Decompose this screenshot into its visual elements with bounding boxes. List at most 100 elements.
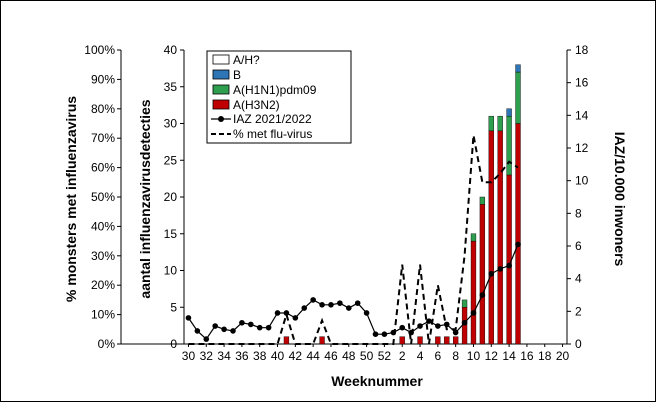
y-tick-label-left-inner: 30 [164,117,178,131]
bar-segment [417,336,423,345]
x-tick-label: 44 [306,349,320,363]
iaz-point [301,305,308,311]
x-tick-label: 30 [182,349,196,363]
y-tick-label-left-outer: 40% [91,219,115,233]
iaz-point [381,331,388,338]
iaz-point [283,310,290,316]
y-tick-label-left-outer: 20% [91,278,115,292]
iaz-point [461,319,468,326]
y-tick-label-left-outer: 70% [91,131,115,145]
y-tick-label-left-outer: 80% [91,102,115,116]
iaz-point [390,329,397,336]
bars-group [283,64,521,345]
y-tick-label-left-outer: 0% [98,337,116,351]
y-tick-label-right: 0 [575,337,582,351]
y-tick-label-left-inner: 0 [170,337,177,351]
y-tick-label-right: 10 [575,174,589,188]
iaz-point [452,329,459,336]
y-tick-label-left-inner: 15 [164,227,178,241]
x-tick-label: 2 [399,349,406,363]
x-tick-label: 18 [538,349,552,363]
y-tick-label-right: 6 [575,239,582,253]
iaz-point [345,305,352,311]
bar-segment [488,130,494,345]
bar-segment [470,240,477,345]
y-tick-label-left-inner: 10 [164,264,178,278]
legend-swatch-h3n2 [212,99,230,110]
legend-swatch-a-h-unknown [212,54,230,65]
legend-swatch-h1n1 [212,84,230,95]
iaz-point [328,302,334,308]
bar-segment [488,115,494,132]
y-tick-label-right: 16 [575,76,589,90]
bar-segment [497,130,503,345]
x-tick-label: 50 [360,349,374,363]
iaz-point [399,324,406,331]
iaz-point [479,292,486,298]
iaz-point [506,262,512,269]
iaz-point [363,310,370,316]
x-tick-label: 46 [324,349,338,363]
x-tick-label: 32 [200,349,214,363]
legend-label-a-h-unknown: A/H? [233,53,260,67]
y-tick-label-left-inner: 5 [170,300,177,314]
x-tick-label: 40 [271,349,285,363]
x-tick-label: 20 [556,349,570,363]
bar-segment [497,115,503,132]
legend-label-h1n1: A(H1N1)pdm09 [233,83,317,97]
iaz-point [194,328,201,334]
x-axis-label: Weeknummer [331,373,423,389]
y-tick-label-right: 12 [575,141,589,155]
bar-segment [515,64,521,73]
legend-swatch-b [212,69,230,80]
legend-box [206,50,352,144]
bar-segment [283,336,290,345]
x-tick-label: 52 [378,349,392,363]
iaz-point [230,328,236,334]
x-tick-label: 38 [253,349,267,363]
iaz-point [426,318,432,324]
iaz-point [515,241,521,248]
iaz-point [488,270,495,277]
y-axis-left-inner-label: aantal influenzavirusdetecties [137,99,153,298]
iaz-point [274,310,281,316]
x-tick-label: 48 [342,349,356,363]
lines-group [185,135,521,345]
bar-segment [506,174,512,345]
y-tick-label-left-outer: 90% [91,72,115,86]
y-tick-label-right: 18 [575,43,589,57]
bar-segment [319,336,325,345]
iaz-point [408,329,414,336]
y-tick-label-right: 4 [575,272,582,286]
bar-segment [479,196,486,205]
legend: A/H? B A(H1N1)pdm09 A(H3N2) IAZ 2021/202… [206,50,352,144]
iaz-point [265,324,272,331]
bar-segment [470,233,477,242]
x-tick-label: 34 [217,349,231,363]
iaz-point [372,331,379,338]
axes-group: 0% 10% 20% 30% 40% 50% 60% 70% 80% 90% 100% 0 5 10 15 2… [84,43,588,363]
y-axis-right-label: IAZ/10.000 inwoners [612,132,628,267]
iaz-point [497,266,503,272]
x-tick-label: 14 [502,349,516,363]
y-tick-label-left-outer: 30% [91,249,115,263]
y-tick-label-left-inner: 20 [164,190,178,204]
y-axis-left-outer-label: % monsters met influenzavirus [63,96,79,302]
bar-segment [461,307,468,345]
y-tick-label-left-outer: 10% [91,308,115,322]
iaz-point [354,300,361,306]
bar-segment [453,336,459,345]
legend-label-b: B [233,68,241,82]
iaz-point [221,326,227,333]
iaz-point [319,302,325,308]
iaz-point [203,336,210,342]
iaz-point [185,315,192,321]
x-tick-label: 12 [485,349,499,363]
x-tick-label: 36 [235,349,249,363]
legend-label-iaz: IAZ 2021/2022 [233,112,312,126]
x-tick-label: 4 [417,349,424,363]
iaz-point [443,321,450,328]
y-tick-label-right: 14 [575,108,589,122]
